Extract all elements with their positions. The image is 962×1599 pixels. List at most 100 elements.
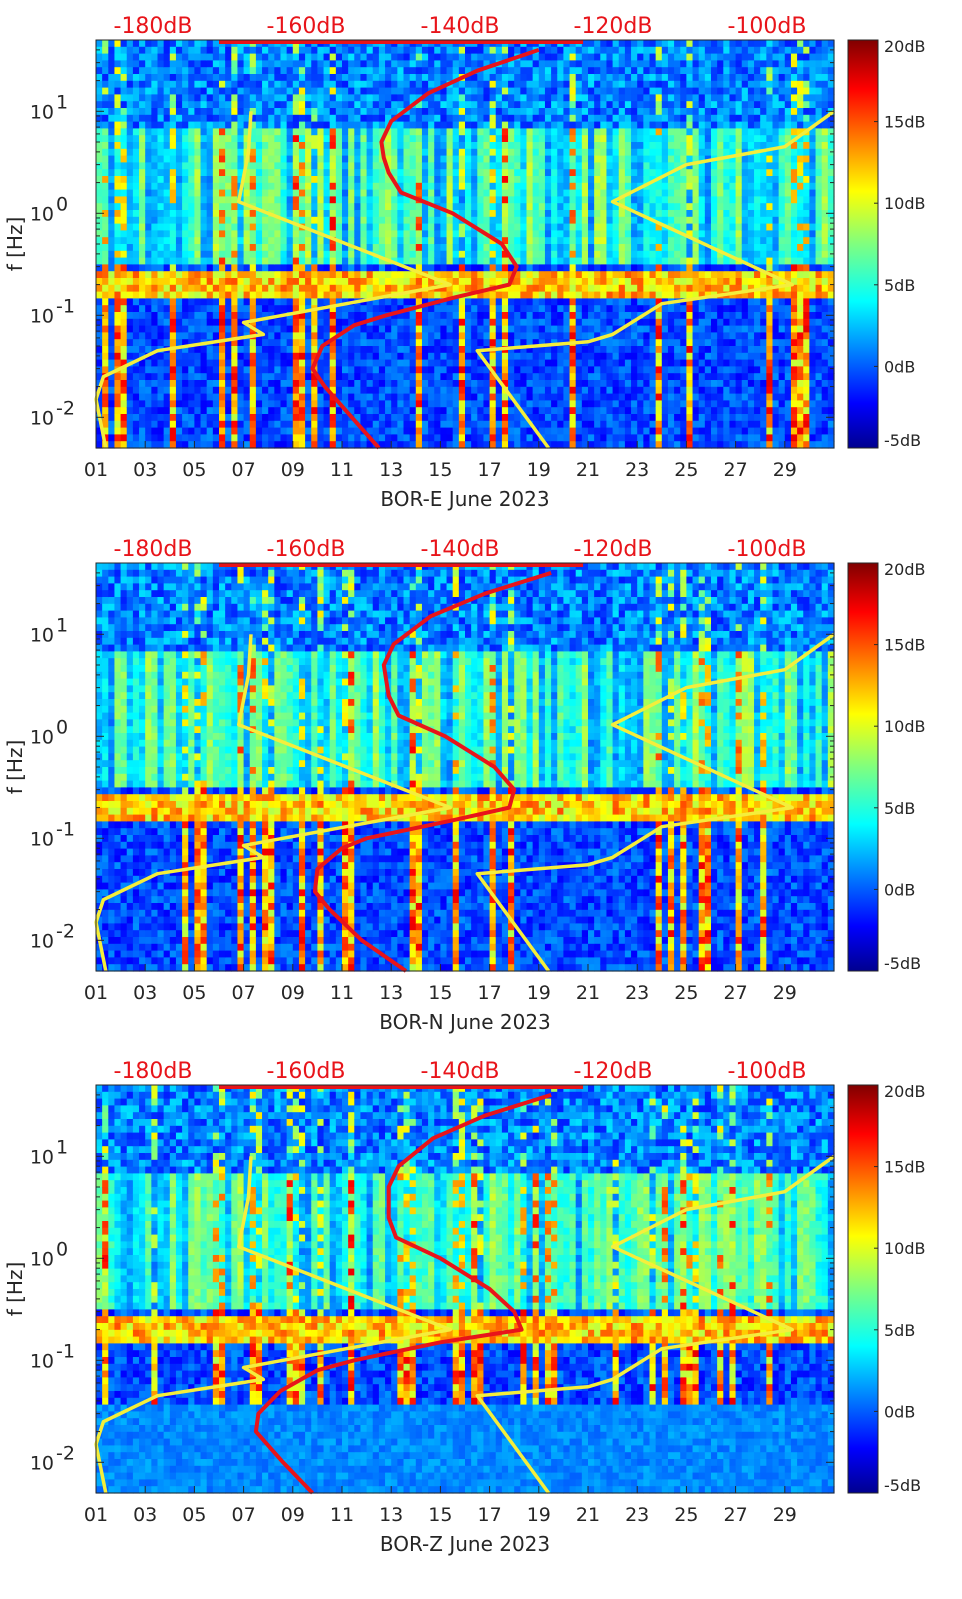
spectrogram-cell: [532, 210, 540, 218]
spectrogram-cell: [588, 427, 595, 435]
spectrogram-cell: [200, 420, 208, 429]
spectrogram-cell: [391, 298, 398, 306]
spectrogram-cell: [329, 182, 337, 191]
spectrogram-cell: [588, 325, 595, 333]
spectrogram-cell: [501, 74, 509, 82]
spectrogram-cell: [255, 407, 263, 415]
spectrogram-cell: [551, 230, 558, 238]
spectrogram-cell: [385, 332, 392, 340]
spectrogram-cell: [526, 434, 534, 442]
spectrogram-cell: [360, 74, 368, 82]
spectrogram-cell: [544, 359, 552, 367]
spectrogram-cell: [465, 407, 472, 415]
spectrogram-cell: [465, 169, 472, 177]
spectrogram-cell: [323, 196, 331, 204]
spectrogram-cell: [440, 407, 448, 415]
spectrogram-cell: [342, 278, 349, 286]
spectrogram-cell: [403, 373, 411, 381]
spectrogram-cell: [292, 244, 300, 252]
spectrogram-cell: [538, 60, 546, 68]
spectrogram-cell: [588, 441, 595, 449]
spectrogram-cell: [212, 237, 220, 245]
spectrogram-cell: [305, 278, 312, 286]
spectrogram-cell: [514, 216, 521, 225]
spectrogram-cell: [108, 216, 116, 225]
spectrogram-cell: [551, 176, 558, 184]
spectrogram-cell: [354, 94, 362, 102]
spectrogram-cell: [428, 94, 435, 102]
spectrogram-cell: [255, 264, 263, 272]
spectrogram-cell: [114, 257, 122, 265]
spectrogram-cell: [231, 80, 239, 89]
spectrogram-cell: [311, 244, 318, 252]
spectrogram-cell: [305, 80, 312, 89]
spectrogram-cell: [421, 53, 429, 61]
spectrogram-cell: [409, 298, 417, 306]
spectrogram-cell: [489, 386, 497, 395]
spectrogram-cell: [477, 60, 485, 68]
spectrogram-cell: [465, 359, 472, 367]
spectrogram-cell: [323, 114, 331, 123]
spectrogram-cell: [200, 108, 208, 116]
spectrogram-cell: [194, 332, 202, 340]
spectrogram-cell: [372, 332, 380, 340]
spectrogram-cell: [471, 203, 478, 211]
spectrogram-cell: [477, 142, 485, 150]
spectrogram-cell: [157, 216, 165, 225]
spectrogram-cell: [292, 196, 300, 204]
spectrogram-cell: [126, 67, 134, 75]
spectrogram-cell: [495, 291, 503, 299]
spectrogram-cell: [520, 101, 528, 109]
spectrogram-cell: [188, 346, 195, 354]
spectrogram-cell: [544, 94, 552, 102]
spectrogram-cell: [483, 339, 491, 347]
spectrogram-cell: [588, 339, 595, 347]
spectrogram-cell: [575, 182, 583, 191]
spectrogram-cell: [563, 434, 571, 442]
spectrogram-cell: [342, 128, 349, 136]
spectrogram-cell: [249, 87, 257, 95]
spectrogram-cell: [569, 400, 577, 408]
spectrogram-cell: [354, 237, 362, 245]
spectrogram-cell: [391, 128, 398, 136]
spectrogram-cell: [206, 67, 214, 75]
spectrogram-cell: [206, 284, 214, 293]
spectrogram-cell: [489, 312, 497, 320]
spectrogram-cell: [120, 162, 128, 170]
spectrogram-cell: [452, 278, 460, 286]
spectrogram-cell: [96, 142, 103, 150]
spectrogram-cell: [225, 284, 232, 293]
spectrogram-cell: [114, 216, 122, 225]
spectrogram-cell: [102, 182, 109, 191]
spectrogram-cell: [594, 312, 601, 320]
spectrogram-cell: [96, 250, 103, 259]
spectrogram-cell: [409, 53, 417, 61]
spectrogram-cell: [329, 400, 337, 408]
spectrogram-cell: [163, 325, 171, 333]
spectrogram-cell: [200, 87, 208, 95]
spectrogram-cell: [452, 67, 460, 75]
spectrogram-cell: [415, 53, 423, 61]
spectrogram-cell: [329, 373, 337, 381]
spectrogram-cell: [126, 101, 134, 109]
spectrogram-cell: [262, 176, 269, 184]
spectrogram-cell: [489, 257, 497, 265]
spectrogram-cell: [440, 271, 448, 279]
spectrogram-cell: [243, 114, 251, 123]
spectrogram-cell: [268, 393, 275, 401]
spectrogram-cell: [323, 203, 331, 211]
spectrogram-cell: [544, 53, 552, 61]
spectrogram-cell: [323, 427, 331, 435]
spectrogram-cell: [182, 169, 189, 177]
spectrogram-cell: [557, 393, 564, 401]
spectrogram-cell: [157, 182, 165, 191]
spectrogram-cell: [434, 223, 441, 231]
spectrogram-cell: [145, 373, 152, 381]
spectrogram-cell: [409, 257, 417, 265]
spectrogram-cell: [102, 393, 109, 401]
spectrogram-cell: [120, 237, 128, 245]
spectrogram-cell: [194, 189, 202, 197]
spectrogram-cell: [151, 244, 159, 252]
spectrogram-cell: [298, 196, 306, 204]
spectrogram-cell: [163, 67, 171, 75]
